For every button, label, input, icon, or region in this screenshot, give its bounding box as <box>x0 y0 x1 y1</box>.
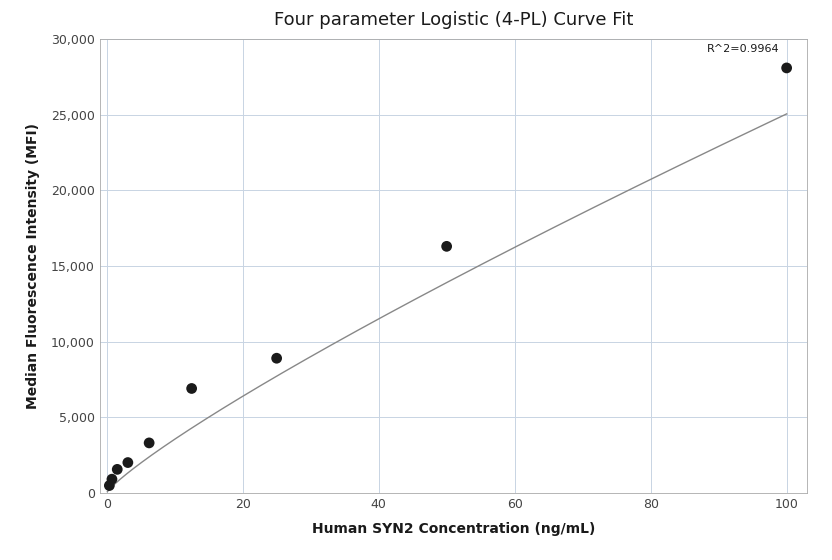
Point <box>780 63 793 72</box>
Point <box>142 438 156 447</box>
Point <box>111 465 124 474</box>
Point <box>121 458 135 467</box>
Point <box>440 242 453 251</box>
Point <box>106 475 119 484</box>
Point <box>185 384 198 393</box>
X-axis label: Human SYN2 Concentration (ng/mL): Human SYN2 Concentration (ng/mL) <box>312 522 595 536</box>
Point <box>102 481 116 490</box>
Title: Four parameter Logistic (4-PL) Curve Fit: Four parameter Logistic (4-PL) Curve Fit <box>274 11 633 29</box>
Text: R^2=0.9964: R^2=0.9964 <box>707 44 780 54</box>
Point <box>270 354 283 363</box>
Y-axis label: Median Fluorescence Intensity (MFI): Median Fluorescence Intensity (MFI) <box>26 123 40 409</box>
